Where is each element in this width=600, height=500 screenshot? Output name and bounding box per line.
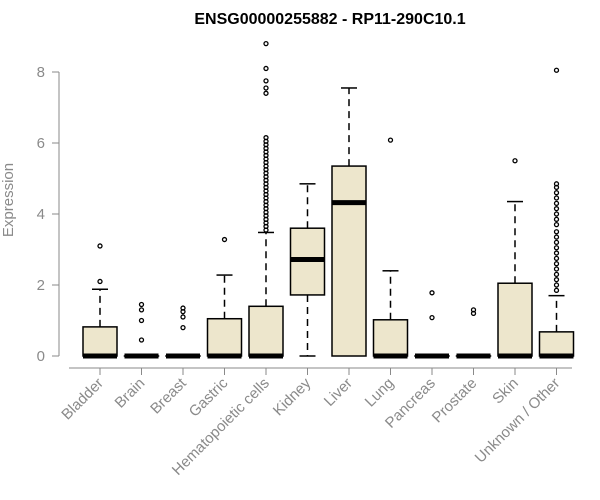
outlier-point xyxy=(553,239,560,246)
y-tick-label: 8 xyxy=(37,64,45,81)
box-gastric xyxy=(206,236,243,359)
outlier-point xyxy=(553,211,560,217)
outlier-point xyxy=(553,234,560,240)
outlier-point xyxy=(138,317,145,324)
box-skin xyxy=(497,158,533,359)
outlier-point xyxy=(180,305,186,311)
outlier-point xyxy=(553,190,560,196)
outlier-point xyxy=(512,158,518,164)
outlier-point xyxy=(138,337,145,343)
x-tick-label: Skin xyxy=(489,375,522,408)
x-tick-label: Liver xyxy=(321,375,356,410)
outlier-point xyxy=(553,195,560,201)
outlier-point xyxy=(263,135,269,141)
outlier-point xyxy=(470,307,477,313)
box-series xyxy=(82,40,575,359)
outlier-point xyxy=(263,40,269,47)
y-axis-label: Expression xyxy=(0,163,17,237)
outlier-point xyxy=(553,250,560,256)
x-tick-label: Breast xyxy=(147,374,190,417)
iqr-box xyxy=(331,165,367,357)
outlier-point xyxy=(180,324,186,331)
x-tick-label: Prostate xyxy=(429,375,481,427)
outlier-point xyxy=(553,282,560,288)
outlier-point xyxy=(553,287,560,293)
outlier-point xyxy=(263,90,269,96)
box-lung xyxy=(372,137,409,359)
chart-title: ENSG00000255882 - RP11-290C10.1 xyxy=(194,11,465,28)
outlier-point xyxy=(138,307,145,313)
outlier-point xyxy=(138,301,145,308)
outlier-point xyxy=(553,255,560,262)
outlier-point xyxy=(553,229,560,235)
outlier-point xyxy=(553,67,560,73)
box-breast xyxy=(165,305,201,359)
outlier-point xyxy=(553,216,560,222)
iqr-box xyxy=(248,305,284,357)
outlier-point xyxy=(429,290,435,296)
outlier-point xyxy=(263,85,269,91)
y-tick-label: 0 xyxy=(37,348,45,365)
box-unknown-other xyxy=(538,67,575,359)
outlier-point xyxy=(180,314,186,320)
outlier-point xyxy=(553,221,560,228)
y-axis-ticks: 0 2 4 6 8 xyxy=(37,64,59,365)
x-tick-label: Brain xyxy=(112,375,149,412)
outlier-point xyxy=(429,315,435,321)
outlier-point xyxy=(553,181,560,187)
box-brain xyxy=(123,301,160,359)
y-tick-label: 6 xyxy=(37,135,45,152)
box-kidney xyxy=(289,183,326,357)
outlier-point xyxy=(221,236,228,243)
y-tick-label: 4 xyxy=(37,206,45,223)
box-hematopoietic-cells xyxy=(248,40,284,359)
outlier-point xyxy=(553,206,560,212)
outlier-point xyxy=(553,266,560,272)
outlier-point xyxy=(97,278,103,285)
outlier-point xyxy=(263,78,269,84)
outlier-point xyxy=(553,245,560,251)
outlier-point xyxy=(553,277,560,283)
iqr-box xyxy=(372,319,409,357)
box-liver xyxy=(331,87,367,357)
outlier-point xyxy=(387,137,394,143)
x-tick-label: Bladder xyxy=(58,375,107,424)
box-bladder xyxy=(82,243,118,359)
box-prostate xyxy=(455,307,492,359)
outlier-point xyxy=(97,243,103,249)
iqr-box xyxy=(538,331,575,357)
iqr-box xyxy=(82,326,118,357)
y-tick-label: 2 xyxy=(37,277,45,294)
x-tick-label: Lung xyxy=(362,375,398,411)
outlier-point xyxy=(553,261,560,267)
outlier-point xyxy=(553,200,560,207)
iqr-box xyxy=(497,282,533,357)
x-tick-label: Kidney xyxy=(270,374,315,419)
box-pancreas xyxy=(414,290,450,359)
iqr-box xyxy=(206,317,243,357)
outlier-point xyxy=(263,65,269,72)
outlier-point xyxy=(553,271,560,278)
